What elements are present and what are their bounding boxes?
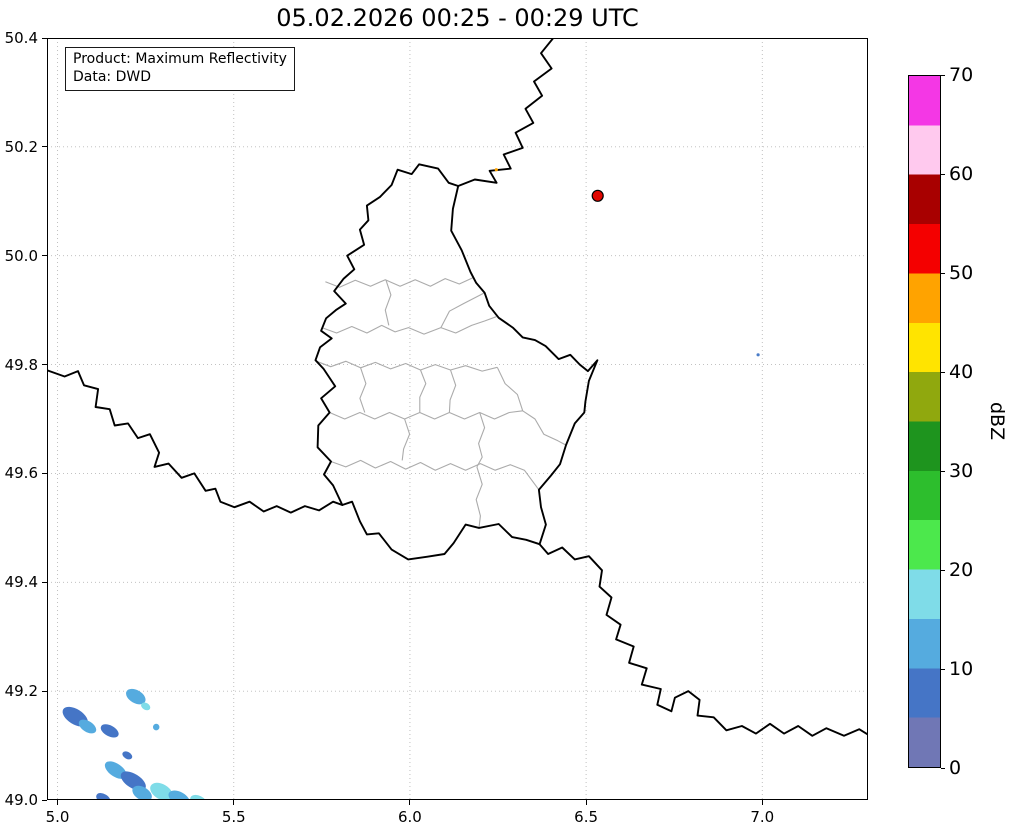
y-tick-mark <box>42 364 47 366</box>
colorbar-tick-mark <box>941 272 945 274</box>
radar-echo-cell <box>96 793 111 800</box>
y-tick-label: 49.0 <box>4 791 38 809</box>
district-border <box>419 369 427 413</box>
colorbar-tick-mark <box>941 470 945 472</box>
radar-echo-cell <box>150 782 173 800</box>
colorbar-tick-label: 60 <box>949 163 974 185</box>
red-echo-dot <box>591 189 604 202</box>
colorbar <box>908 75 941 768</box>
product-info-box: Product: Maximum Reflectivity Data: DWD <box>65 47 295 91</box>
colorbar-tick-label: 30 <box>949 460 974 482</box>
radar-echo-cell <box>168 790 190 800</box>
district-border <box>476 412 486 468</box>
y-tick-label: 49.2 <box>4 682 38 701</box>
x-tick-label: 5.0 <box>45 808 70 826</box>
y-tick-mark <box>42 472 47 474</box>
colorbar-tick-label: 40 <box>949 361 974 383</box>
product-label: Product: Maximum Reflectivity <box>73 51 287 67</box>
y-tick-label: 50.2 <box>4 137 38 156</box>
district-border <box>321 316 497 335</box>
district-border <box>440 292 485 328</box>
colorbar-unit-label: dBZ <box>986 402 1008 441</box>
y-tick-mark <box>42 799 47 801</box>
radar-echo-cell <box>141 702 151 711</box>
district-border <box>330 459 540 491</box>
plot-frame <box>47 38 868 800</box>
colorbar-tick-label: 0 <box>949 757 962 779</box>
data-source-label: Data: DWD <box>73 69 151 86</box>
district-border <box>384 280 392 326</box>
district-border <box>448 369 457 413</box>
colorbar-tick-label: 20 <box>949 559 974 581</box>
y-tick-mark <box>42 37 47 39</box>
district-border <box>329 410 523 420</box>
colorbar-tick-mark <box>941 767 945 769</box>
map-plot-area: Product: Maximum Reflectivity Data: DWD <box>47 38 868 800</box>
x-tick-label: 5.5 <box>221 808 246 826</box>
x-tick-label: 7.0 <box>750 808 775 826</box>
district-border <box>359 367 367 413</box>
colorbar-tick-mark <box>941 74 945 76</box>
colorbar-tick-label: 10 <box>949 658 974 680</box>
colorbar-tick-mark <box>941 668 945 670</box>
y-tick-label: 49.8 <box>4 355 38 374</box>
x-tick-label: 6.5 <box>574 808 599 826</box>
x-tick-mark <box>57 800 59 805</box>
y-tick-mark <box>42 146 47 148</box>
radar-echo-cell <box>122 751 133 760</box>
colorbar-tick-label: 50 <box>949 262 974 284</box>
radar-echo-cell <box>153 723 160 731</box>
colorbar-tick-mark <box>941 371 945 373</box>
radar-echo-cell <box>126 688 146 705</box>
x-tick-mark <box>585 800 587 805</box>
y-tick-mark <box>42 255 47 257</box>
luxembourg-border <box>314 163 599 561</box>
radar-map-svg <box>47 38 868 800</box>
y-tick-label: 50.4 <box>4 29 38 47</box>
france-germany-border <box>538 543 868 737</box>
y-tick-label: 49.6 <box>4 464 38 483</box>
x-tick-mark <box>233 800 235 805</box>
colorbar-tick-label: 70 <box>949 64 974 86</box>
radar-echo-cell <box>100 724 119 738</box>
district-border <box>401 418 411 461</box>
colorbar-tick-mark <box>941 569 945 571</box>
radar-echo-cell <box>190 794 207 800</box>
radar-echo-cell <box>78 719 97 734</box>
district-border <box>316 360 498 372</box>
france-belgium-border <box>47 369 344 514</box>
district-border <box>475 466 483 528</box>
radar-echo-cell <box>132 785 152 800</box>
y-tick-label: 50.0 <box>4 246 38 265</box>
y-tick-label: 49.4 <box>4 573 38 592</box>
district-border <box>496 367 567 446</box>
y-tick-mark <box>42 690 47 692</box>
tiny-orange-echo <box>494 168 498 172</box>
x-tick-mark <box>761 800 763 805</box>
district-border <box>325 277 474 288</box>
figure-title: 05.02.2026 00:25 - 00:29 UTC <box>276 4 639 32</box>
belgium-germany-border <box>457 38 555 187</box>
x-tick-label: 6.0 <box>397 808 422 826</box>
tiny-blue-echo <box>756 353 760 357</box>
colorbar-tick-mark <box>941 173 945 175</box>
y-tick-mark <box>42 581 47 583</box>
radar-echo-cell <box>120 771 146 791</box>
x-tick-mark <box>409 800 411 805</box>
colorbar-gradient <box>908 75 941 768</box>
